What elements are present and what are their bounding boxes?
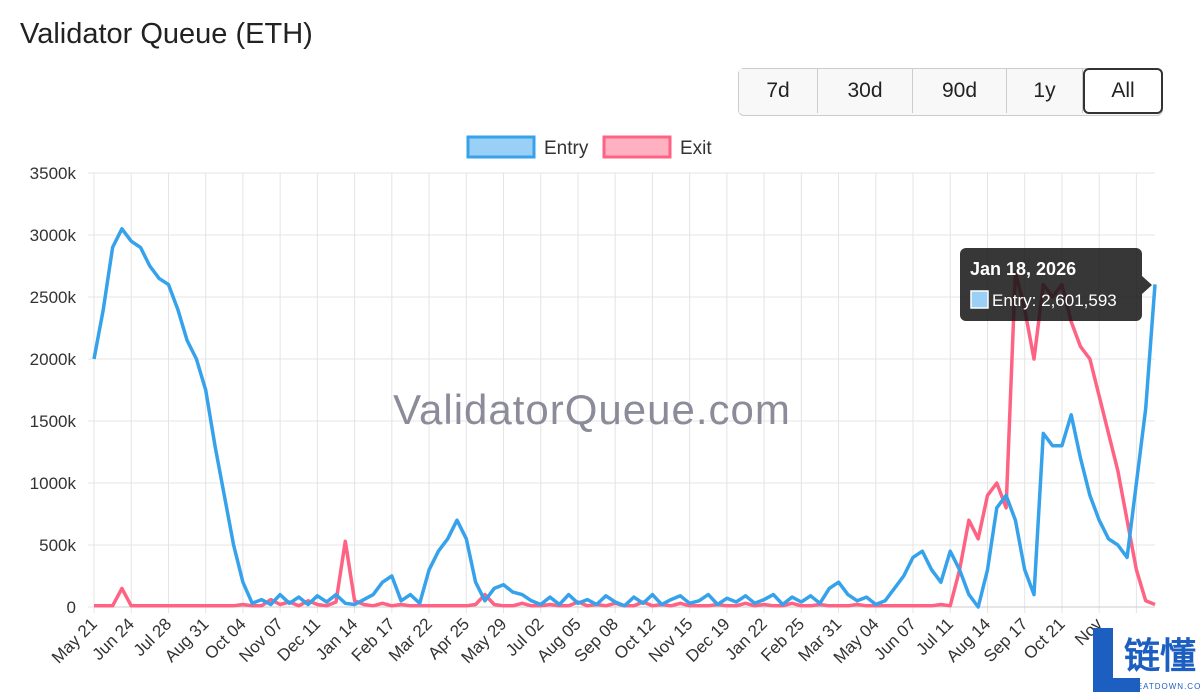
y-tick-label: 2500k bbox=[30, 288, 77, 307]
y-tick-label: 2000k bbox=[30, 350, 77, 369]
legend-label: Exit bbox=[680, 138, 712, 159]
page-title: Validator Queue (ETH) bbox=[20, 18, 313, 50]
range-button[interactable]: 1y bbox=[1007, 69, 1083, 113]
legend-swatch bbox=[466, 135, 536, 159]
logo-subtext: NEATDOWN.COM bbox=[1130, 682, 1200, 691]
range-button[interactable]: 30d bbox=[818, 69, 913, 113]
y-tick-label: 3000k bbox=[30, 226, 77, 245]
y-tick-label: 3500k bbox=[30, 164, 77, 183]
series-line bbox=[92, 227, 1157, 609]
x-tick-label: Dec 11 bbox=[274, 614, 325, 665]
legend-label: Entry bbox=[544, 138, 589, 159]
tooltip-box bbox=[960, 248, 1142, 321]
tooltip-swatch bbox=[970, 290, 989, 309]
tooltip-pointer bbox=[1142, 276, 1152, 294]
y-tick-label: 1000k bbox=[30, 474, 77, 493]
range-buttons: 7d 30d 90d 1y All bbox=[738, 68, 1163, 116]
y-tick-label: 0 bbox=[67, 598, 76, 617]
x-tick-label: Jun 07 bbox=[870, 614, 920, 664]
x-tick-label: Jun 24 bbox=[89, 614, 139, 664]
range-button[interactable]: All bbox=[1083, 68, 1163, 114]
range-button[interactable]: 7d bbox=[739, 69, 818, 113]
tooltip-text: Entry: 2,601,593 bbox=[992, 291, 1117, 310]
range-button[interactable]: 90d bbox=[913, 69, 1007, 113]
logo-text: 链懂 bbox=[1124, 635, 1196, 676]
tooltip-title: Jan 18, 2026 bbox=[970, 259, 1076, 279]
x-tick-label: May 21 bbox=[48, 614, 101, 667]
series-line bbox=[94, 270, 1156, 608]
x-tick-label: Oct 21 bbox=[1020, 614, 1069, 663]
watermark: ValidatorQueue.com bbox=[393, 386, 791, 433]
logo-mark bbox=[1093, 628, 1140, 692]
legend-swatch bbox=[602, 135, 672, 159]
y-tick-label: 1500k bbox=[30, 412, 77, 431]
y-tick-label: 500k bbox=[39, 536, 76, 555]
